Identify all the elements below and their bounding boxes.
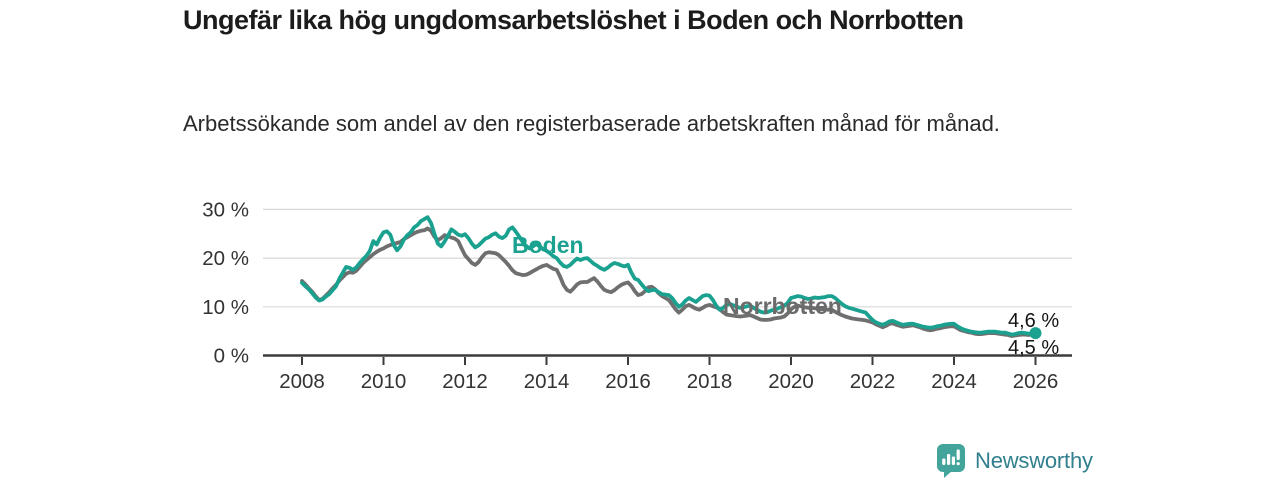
series-label-norrbotten: Norrbotten bbox=[723, 293, 842, 319]
y-tick-label: 20 % bbox=[202, 247, 249, 270]
x-tick-label: 2018 bbox=[687, 370, 733, 393]
page-subtitle: Arbetssökande som andel av den registerb… bbox=[183, 111, 1000, 136]
newsworthy-logo: Newsworthy bbox=[936, 443, 1093, 479]
x-tick-label: 2024 bbox=[931, 370, 977, 393]
x-tick-label: 2022 bbox=[850, 370, 896, 393]
y-tick-label: 30 % bbox=[202, 198, 249, 221]
end-value-label-boden: 4,6 % bbox=[1008, 310, 1060, 332]
x-tick-label: 2008 bbox=[279, 370, 325, 393]
series-label-boden: Boden bbox=[512, 232, 584, 258]
y-tick-label: 0 % bbox=[214, 345, 249, 368]
line-norrbotten bbox=[300, 226, 1038, 338]
line-boden bbox=[300, 215, 1038, 337]
x-tick-label: 2016 bbox=[605, 370, 651, 393]
brand-name: Newsworthy bbox=[975, 448, 1093, 473]
end-value-label-norrbotten: 4,5 % bbox=[1008, 337, 1060, 359]
bar-chart-speech-bubble-icon bbox=[937, 444, 965, 478]
x-tick-label: 2026 bbox=[1013, 370, 1059, 393]
y-tick-label: 10 % bbox=[202, 296, 249, 319]
x-tick-label: 2014 bbox=[524, 370, 570, 393]
x-tick-label: 2010 bbox=[361, 370, 407, 393]
x-tick-label: 2020 bbox=[768, 370, 814, 393]
series-end-dot bbox=[1029, 327, 1042, 340]
x-tick-label: 2012 bbox=[442, 370, 488, 393]
page-title: Ungefär lika hög ungdomsarbetslöshet i B… bbox=[183, 5, 964, 35]
